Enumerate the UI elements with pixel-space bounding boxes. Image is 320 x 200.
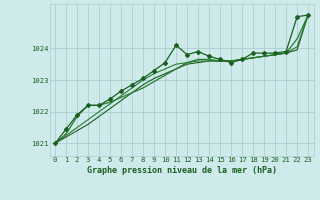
X-axis label: Graphe pression niveau de la mer (hPa): Graphe pression niveau de la mer (hPa) xyxy=(87,166,276,175)
